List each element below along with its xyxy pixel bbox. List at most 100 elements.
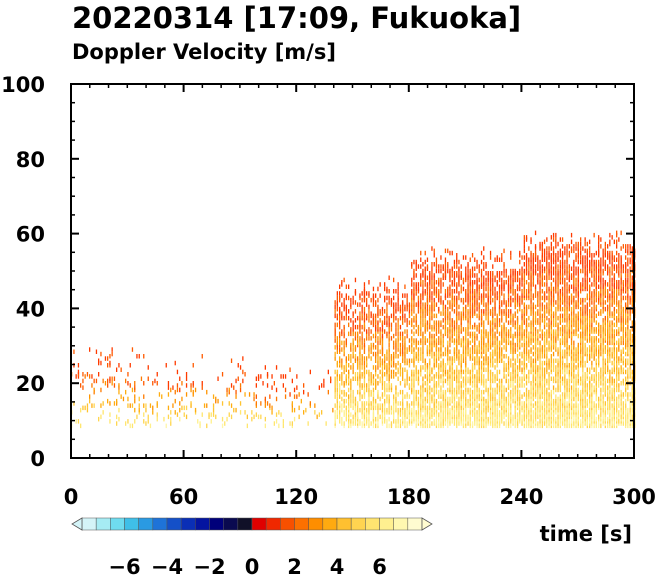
echo-cell — [388, 387, 390, 393]
echo-cell — [532, 280, 534, 285]
echo-cell — [359, 365, 361, 370]
echo-cell — [368, 383, 370, 388]
echo-cell — [550, 423, 552, 429]
echo-cell — [573, 309, 575, 314]
echo-cell — [406, 401, 408, 406]
echo-cell — [453, 372, 456, 377]
echo-cell — [402, 416, 404, 422]
echo-cell — [575, 286, 577, 292]
echo-cell — [528, 322, 530, 328]
echo-cell — [363, 416, 366, 422]
echo-cell — [498, 392, 501, 397]
echo-cell — [458, 340, 460, 346]
echo-cell — [438, 280, 440, 285]
echo-cell — [440, 264, 442, 269]
echo-cell — [548, 318, 550, 323]
echo-cell — [393, 396, 395, 402]
echo-cell — [552, 367, 555, 372]
echo-cell — [460, 297, 462, 303]
echo-cell — [498, 351, 501, 357]
echo-cell — [341, 403, 343, 408]
echo-cell — [469, 306, 471, 312]
echo-cell — [476, 300, 478, 305]
echo-cell — [429, 396, 431, 402]
echo-cell — [589, 277, 591, 283]
echo-cell — [194, 387, 197, 393]
echo-cell — [334, 423, 336, 429]
echo-cell — [541, 345, 543, 350]
echo-cell — [424, 367, 426, 372]
echo-cell — [539, 315, 541, 321]
echo-cell — [386, 349, 388, 354]
echo-cell — [541, 306, 543, 312]
echo-cell — [179, 407, 181, 413]
echo-cell — [564, 412, 566, 417]
echo-cell — [415, 389, 417, 395]
echo-cell — [339, 295, 341, 301]
echo-cell — [444, 401, 447, 406]
echo-cell — [417, 356, 420, 361]
echo-cell — [575, 423, 577, 429]
echo-cell — [345, 311, 347, 316]
echo-cell — [546, 315, 548, 321]
echo-cell — [577, 351, 579, 357]
echo-cell — [539, 365, 541, 370]
echo-cell — [478, 329, 480, 334]
echo-cell — [570, 419, 573, 424]
echo-cell — [348, 372, 350, 377]
echo-cell — [586, 280, 588, 285]
echo-cell — [552, 277, 555, 283]
echo-cell — [386, 407, 388, 413]
echo-cell — [426, 257, 429, 262]
echo-cell — [568, 289, 570, 294]
echo-cell — [298, 405, 300, 411]
echo-cell — [582, 385, 584, 390]
echo-cell — [384, 412, 386, 417]
echo-cell — [336, 300, 338, 305]
echo-cell — [433, 336, 435, 341]
echo-cell — [366, 387, 368, 393]
echo-cell — [555, 394, 557, 399]
echo-cell — [118, 407, 120, 413]
echo-cell — [566, 351, 568, 357]
echo-cell — [577, 241, 579, 247]
echo-cell — [492, 407, 494, 413]
echo-cell — [368, 336, 370, 341]
echo-cell — [480, 277, 483, 283]
echo-cell — [577, 327, 579, 332]
echo-cell — [343, 349, 345, 354]
echo-cell — [424, 360, 426, 366]
echo-cell — [406, 358, 408, 363]
echo-cell — [564, 381, 566, 386]
echo-cell — [582, 277, 584, 283]
echo-cell — [494, 331, 496, 337]
echo-cell — [465, 412, 467, 417]
echo-cell — [485, 401, 487, 406]
echo-cell — [422, 331, 424, 337]
echo-cell — [552, 331, 555, 337]
echo-cell — [557, 255, 559, 260]
echo-cell — [559, 412, 561, 417]
echo-cell — [447, 369, 449, 375]
echo-cell — [431, 367, 433, 372]
echo-cell — [568, 300, 570, 305]
echo-cell — [492, 289, 494, 294]
echo-cell — [431, 354, 433, 359]
echo-cell — [471, 405, 474, 411]
echo-cell — [116, 367, 118, 372]
echo-cell — [462, 311, 465, 316]
echo-cell — [275, 419, 278, 424]
echo-cell — [539, 241, 541, 247]
echo-cell — [589, 293, 591, 298]
echo-cell — [422, 358, 424, 363]
echo-cell — [539, 354, 541, 359]
echo-cell — [444, 268, 447, 274]
echo-cell — [172, 403, 174, 408]
echo-cell — [485, 349, 487, 354]
echo-cell — [348, 331, 350, 337]
echo-cell — [381, 381, 384, 386]
echo-cell — [368, 398, 370, 404]
echo-cell — [512, 289, 514, 294]
echo-cell — [530, 289, 532, 294]
echo-cell — [372, 365, 375, 370]
